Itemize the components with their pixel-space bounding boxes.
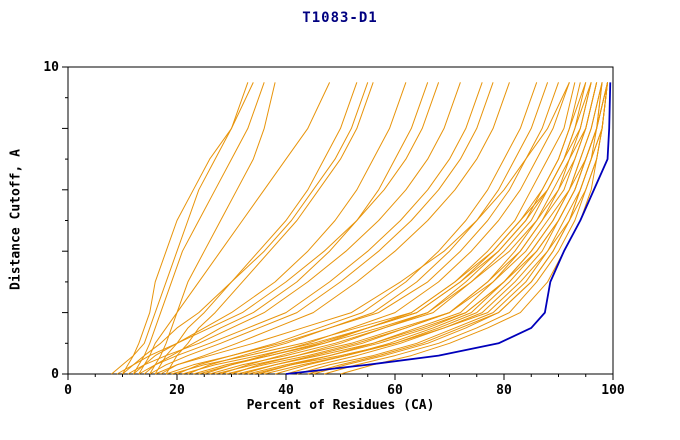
svg-text:80: 80 — [496, 383, 512, 398]
svg-text:60: 60 — [387, 383, 403, 398]
svg-text:0: 0 — [51, 367, 59, 382]
svg-text:100: 100 — [601, 383, 625, 398]
svg-text:40: 40 — [278, 383, 294, 398]
svg-text:10: 10 — [43, 60, 59, 75]
x-axis-label: Percent of Residues (CA) — [246, 398, 435, 413]
svg-text:20: 20 — [169, 383, 185, 398]
chart-title: T1083-D1 — [302, 10, 378, 26]
svg-text:0: 0 — [64, 383, 72, 398]
